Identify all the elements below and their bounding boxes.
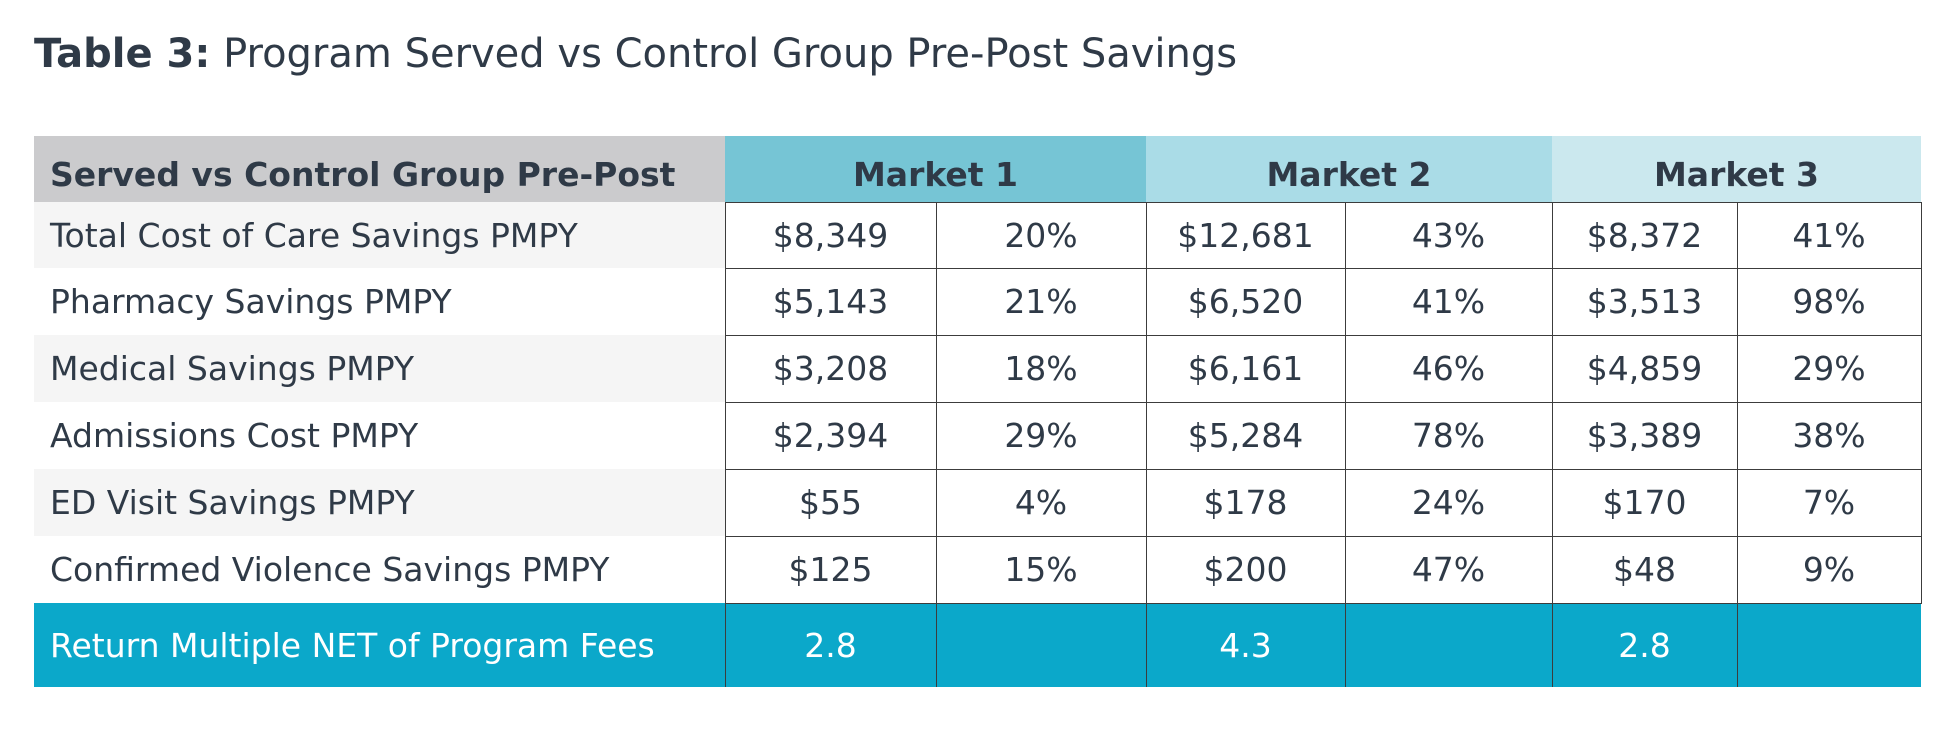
market-1-value: $2,394 (724, 401, 937, 470)
market-1-value: $5,143 (724, 267, 937, 336)
market-1-value: $8,349 (724, 201, 937, 269)
market-1-percent: 20% (935, 201, 1147, 269)
table-title-text: Program Served vs Control Group Pre-Post… (223, 31, 1238, 77)
market-3-value: $8,372 (1551, 201, 1738, 269)
market-2-value: $200 (1145, 535, 1346, 604)
market-1-percent: 21% (935, 267, 1147, 336)
market-3-value: $3,513 (1551, 267, 1738, 336)
table-row: Confirmed Violence Savings PMPY $125 15%… (34, 535, 1922, 604)
market-2-value: $5,284 (1145, 401, 1346, 470)
market-2-percent: 46% (1344, 334, 1553, 403)
row-label: Medical Savings PMPY (34, 335, 725, 402)
market-2-value: $178 (1145, 468, 1346, 537)
market-1-percent: 15% (935, 535, 1147, 604)
market-1-percent: 18% (935, 334, 1147, 403)
market-3-percent: 9% (1736, 535, 1922, 604)
market-2-percent: 43% (1344, 201, 1553, 269)
market-1-percent: 29% (935, 401, 1147, 470)
market-2-empty-cell (1344, 603, 1553, 687)
market-1-return-multiple: 2.8 (724, 603, 937, 687)
market-2-value: $6,520 (1145, 267, 1346, 336)
row-label: ED Visit Savings PMPY (34, 469, 725, 536)
market-3-value: $48 (1551, 535, 1738, 604)
row-label: Confirmed Violence Savings PMPY (34, 536, 725, 603)
market-1-value: $125 (724, 535, 937, 604)
table-row: ED Visit Savings PMPY $55 4% $178 24% $1… (34, 468, 1922, 537)
market-2-return-multiple: 4.3 (1145, 603, 1346, 687)
total-row-label: Return Multiple NET of Program Fees (34, 603, 725, 687)
savings-table: Served vs Control Group Pre-Post Market … (34, 136, 1922, 687)
market-3-value: $4,859 (1551, 334, 1738, 403)
market-2-value: $6,161 (1145, 334, 1346, 403)
market-2-percent: 78% (1344, 401, 1553, 470)
market-1-value: $55 (724, 468, 937, 537)
market-1-percent: 4% (935, 468, 1147, 537)
market-3-value: $170 (1551, 468, 1738, 537)
corner-header: Served vs Control Group Pre-Post (34, 136, 725, 202)
market-3-percent: 41% (1736, 201, 1922, 269)
market-3-return-multiple: 2.8 (1551, 603, 1738, 687)
market-1-header: Market 1 (725, 136, 1146, 202)
market-3-empty-cell (1736, 603, 1921, 687)
market-3-value: $3,389 (1551, 401, 1738, 470)
header-row: Served vs Control Group Pre-Post Market … (34, 136, 1921, 202)
total-row: Return Multiple NET of Program Fees 2.8 … (34, 603, 1921, 687)
market-3-header: Market 3 (1552, 136, 1921, 202)
market-2-percent: 47% (1344, 535, 1553, 604)
market-3-percent: 98% (1736, 267, 1922, 336)
table-title-label: Table 3: (34, 31, 211, 77)
table-title: Table 3: Program Served vs Control Group… (34, 26, 1237, 82)
market-2-percent: 24% (1344, 468, 1553, 537)
table-row: Total Cost of Care Savings PMPY $8,349 2… (34, 201, 1922, 269)
market-1-value: $3,208 (724, 334, 937, 403)
table-row: Medical Savings PMPY $3,208 18% $6,161 4… (34, 334, 1922, 403)
row-label: Total Cost of Care Savings PMPY (34, 202, 725, 268)
market-2-header: Market 2 (1146, 136, 1552, 202)
table-row: Admissions Cost PMPY $2,394 29% $5,284 7… (34, 401, 1922, 470)
market-2-percent: 41% (1344, 267, 1553, 336)
market-3-percent: 7% (1736, 468, 1922, 537)
market-1-empty-cell (935, 603, 1147, 687)
table-row: Pharmacy Savings PMPY $5,143 21% $6,520 … (34, 267, 1922, 336)
market-2-value: $12,681 (1145, 201, 1346, 269)
row-label: Pharmacy Savings PMPY (34, 268, 725, 335)
market-3-percent: 38% (1736, 401, 1922, 470)
row-label: Admissions Cost PMPY (34, 402, 725, 469)
market-3-percent: 29% (1736, 334, 1922, 403)
